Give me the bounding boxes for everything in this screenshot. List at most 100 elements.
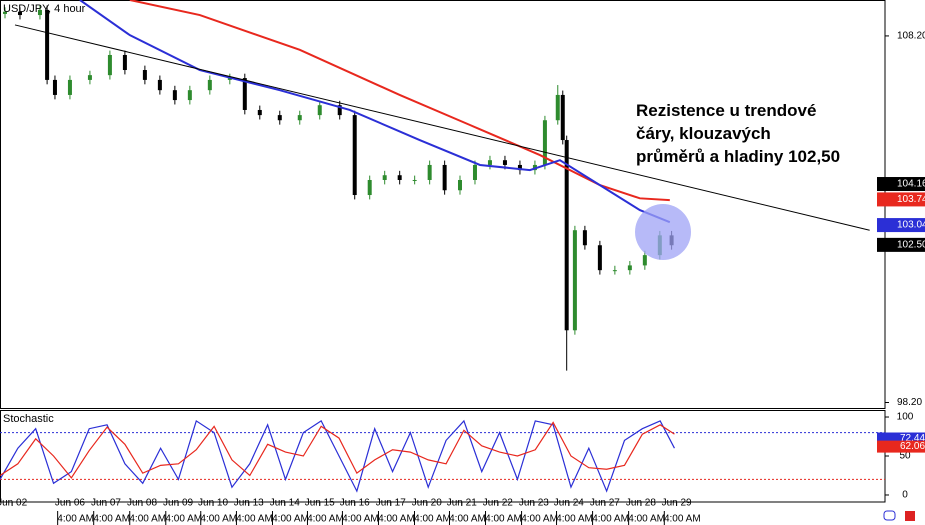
time-tick-label: 4:00 AM (628, 514, 665, 525)
stochastic-line (0, 419, 675, 493)
price-tag (877, 237, 925, 252)
x-tick-label: Jun 23 (519, 498, 549, 509)
chart-title: USD/JPY, 4 hour (3, 3, 86, 15)
indicator-title: Stochastic (3, 413, 54, 425)
main-plot (2, 0, 870, 371)
candle-body (582, 230, 587, 246)
x-tick-label: Jun 08 (127, 498, 157, 509)
annotation: Rezistence u trendové (636, 101, 816, 120)
time-tick-label: 4:00 AM (307, 514, 344, 525)
candle-body (427, 164, 432, 180)
candle-body (442, 164, 447, 191)
price-tag-label: 104.16 (897, 179, 925, 190)
time-tick-label: 4:00 AM (485, 514, 522, 525)
price-tag (877, 192, 925, 207)
x-tick-label: Jun 21 (447, 498, 477, 509)
time-tick-label: 4:00 AM (342, 514, 379, 525)
main-panel (0, 0, 886, 409)
x-tick-label: Jun 22 (483, 498, 513, 509)
candle-body (227, 78, 232, 80)
candle-body (172, 90, 177, 101)
price-tag (877, 177, 925, 192)
value-tag-label: 72.44 (900, 433, 925, 444)
time-tick-label: 4:00 AM (378, 514, 415, 525)
candle-body (564, 140, 569, 331)
time-tick-label: 4:00 AM (521, 514, 558, 525)
candle-body (142, 70, 147, 80)
x-tick-label: Jun 27 (590, 498, 620, 509)
icon[interactable] (883, 510, 896, 521)
candle-body (472, 164, 477, 180)
price-tag (877, 218, 925, 233)
candle-body (542, 120, 547, 165)
candle-body (337, 105, 342, 116)
candle-body (560, 94, 565, 141)
value-tag-label: 62.06 (900, 441, 925, 452)
time-tick-label: 4:00 AM (592, 514, 629, 525)
candle-body (45, 9, 50, 80)
overlay-line (14, 24, 870, 231)
candle-body (122, 54, 127, 71)
time-tick-label: 4:00 AM (272, 514, 309, 525)
axes: 108.20 98.20 Jun 02 Jun 06 Jun 07 Jun 08 Jun 0… (0, 31, 925, 525)
x-tick-label: Jun 02 (0, 498, 28, 509)
candle-body (612, 270, 617, 272)
overlay-line (79, 0, 671, 224)
x-tick-label: Jun 17 (376, 498, 406, 509)
x-tick-label: Jun 07 (91, 498, 121, 509)
candle-body (257, 109, 262, 116)
x-tick-label: Jun 20 (412, 498, 442, 509)
time-tick-label: 4:00 AM (414, 514, 451, 525)
candle-body (317, 105, 322, 116)
candle-body (107, 54, 112, 76)
highlight-circle (635, 204, 691, 260)
indicator-plot (0, 419, 885, 493)
candle-body (597, 245, 602, 271)
indicator-panel (0, 410, 886, 503)
price-tag-label: 102.50 (897, 240, 925, 251)
candle-body (17, 11, 22, 16)
candle-body (297, 115, 302, 121)
time-tick-label: 4:00 AM (93, 514, 130, 525)
candle-body (397, 175, 402, 180)
candle-body (412, 179, 417, 181)
candle-body (627, 265, 632, 271)
y-tick-label: 100 (897, 412, 914, 423)
price-tag-label: 103.04 (897, 220, 925, 231)
candle-body (457, 179, 462, 191)
candle-body (2, 11, 7, 14)
time-tick-label: 4:00 AM (664, 514, 701, 525)
x-tick-label: Jun 06 (55, 498, 85, 509)
time-tick-label: 4:00 AM (449, 514, 486, 525)
x-tick-label: Jun 16 (340, 498, 370, 509)
y-tick-label: 0 (902, 490, 908, 501)
y-tick-label: 108.20 (897, 31, 925, 42)
value-tag (877, 440, 925, 453)
candle-body (502, 160, 507, 165)
time-tick-label: 4:00 AM (129, 514, 166, 525)
candle-body (207, 79, 212, 91)
candle-body (187, 90, 192, 101)
candle-body (87, 75, 92, 80)
icon[interactable] (905, 511, 915, 521)
x-tick-label: Jun 13 (234, 498, 264, 509)
candle-body (382, 175, 387, 180)
candle-body (487, 160, 492, 165)
time-tick-label: 4:00 AM (556, 514, 593, 525)
x-tick-label: Jun 10 (198, 498, 228, 509)
annotation: průměrů a hladiny 102,50 (636, 147, 840, 166)
candle-body (517, 164, 522, 171)
candle-body (242, 78, 247, 110)
candle-body (277, 115, 282, 121)
candle-body (52, 79, 57, 95)
candle-body (642, 255, 647, 266)
stochastic-line (0, 421, 675, 479)
time-tick-label: 4:00 AM (57, 514, 94, 525)
x-tick-label: Jun 14 (270, 498, 300, 509)
x-tick-label: Jun 28 (626, 498, 656, 509)
x-tick-label: Jun 15 (305, 498, 335, 509)
candle-body (572, 230, 577, 331)
candle-body (367, 179, 372, 196)
annotation: čáry, klouzavých (636, 124, 771, 143)
y-tick-label: 98.20 (897, 397, 922, 408)
